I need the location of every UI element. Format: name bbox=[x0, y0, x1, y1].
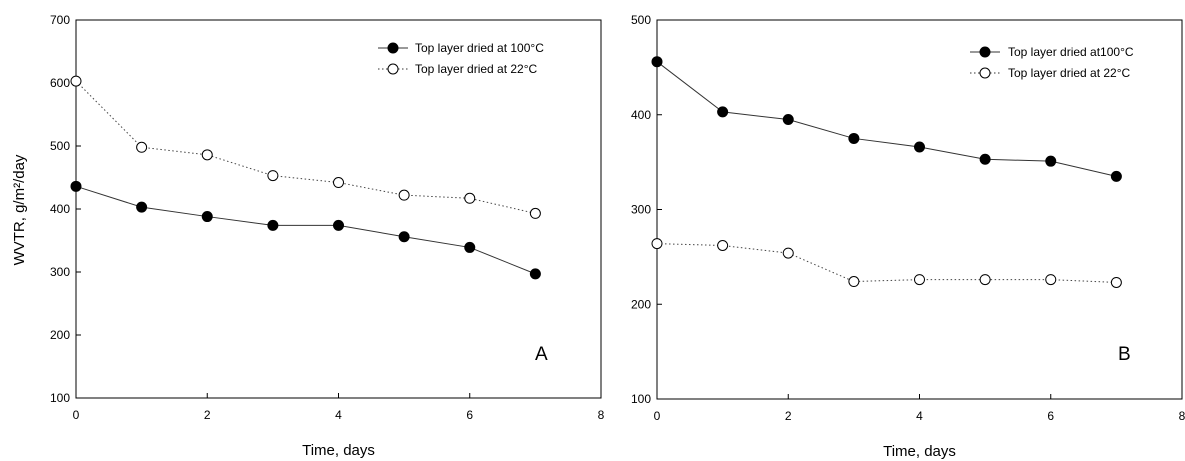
legend-label: Top layer dried at100°C bbox=[1008, 45, 1134, 59]
chart-panel-b: 100 200 300 400 500 0 2 4 6 8 Time, days B Top layer… bbox=[631, 13, 1185, 460]
x-tick-label: 0 bbox=[73, 408, 80, 422]
x-tick-label: 0 bbox=[654, 409, 661, 423]
data-point bbox=[783, 114, 793, 124]
x-axis-label: Time, days bbox=[302, 442, 375, 459]
y-tick-label: 100 bbox=[50, 391, 70, 405]
data-point bbox=[718, 241, 728, 251]
legend-marker bbox=[388, 43, 398, 53]
y-tick-label: 300 bbox=[50, 265, 70, 279]
x-tick-label: 2 bbox=[204, 408, 211, 422]
data-point bbox=[1111, 171, 1121, 181]
x-tick-label: 8 bbox=[598, 408, 605, 422]
data-point bbox=[652, 239, 662, 249]
panel-label: B bbox=[1118, 344, 1131, 365]
legend-marker bbox=[980, 68, 990, 78]
data-point bbox=[980, 154, 990, 164]
data-point bbox=[1046, 156, 1056, 166]
data-point bbox=[399, 232, 409, 242]
data-point bbox=[783, 248, 793, 258]
data-point bbox=[71, 76, 81, 86]
y-tick-label: 100 bbox=[631, 392, 651, 406]
data-point bbox=[399, 190, 409, 200]
y-tick-label: 300 bbox=[631, 203, 651, 217]
data-point bbox=[980, 275, 990, 285]
data-point bbox=[137, 202, 147, 212]
data-point bbox=[202, 150, 212, 160]
y-axis-label: WVTR, g/m²/day bbox=[11, 154, 28, 265]
data-point bbox=[849, 133, 859, 143]
data-point bbox=[718, 107, 728, 117]
legend-label: Top layer dried at 22°C bbox=[415, 62, 538, 76]
chart-panel-a: 100 200 300 400 500 600 700 0 2 4 6 8 Time, days WVTR… bbox=[11, 13, 605, 459]
data-point bbox=[1046, 275, 1056, 285]
data-point bbox=[334, 178, 344, 188]
legend-label: Top layer dried at 100°C bbox=[415, 41, 544, 55]
y-tick-label: 200 bbox=[50, 328, 70, 342]
data-point bbox=[530, 269, 540, 279]
y-tick-label: 700 bbox=[50, 13, 70, 27]
x-tick-label: 4 bbox=[335, 408, 342, 422]
panel-label: A bbox=[535, 344, 548, 365]
data-point bbox=[915, 142, 925, 152]
y-tick-label: 600 bbox=[50, 76, 70, 90]
data-point bbox=[137, 142, 147, 152]
data-point bbox=[465, 242, 475, 252]
x-tick-label: 4 bbox=[916, 409, 923, 423]
y-tick-label: 200 bbox=[631, 297, 651, 311]
legend-label: Top layer dried at 22°C bbox=[1008, 66, 1131, 80]
x-tick-label: 6 bbox=[1047, 409, 1054, 423]
data-point bbox=[202, 212, 212, 222]
data-point bbox=[530, 208, 540, 218]
data-point bbox=[465, 193, 475, 203]
data-point bbox=[849, 277, 859, 287]
x-axis-label: Time, days bbox=[883, 443, 956, 460]
x-tick-label: 8 bbox=[1179, 409, 1185, 423]
y-tick-label: 500 bbox=[631, 13, 651, 27]
y-tick-label: 500 bbox=[50, 139, 70, 153]
data-point bbox=[268, 171, 278, 181]
data-point bbox=[71, 181, 81, 191]
x-tick-label: 2 bbox=[785, 409, 792, 423]
y-tick-label: 400 bbox=[631, 108, 651, 122]
data-point bbox=[652, 57, 662, 67]
legend-marker bbox=[388, 64, 398, 74]
legend-marker bbox=[980, 47, 990, 57]
x-tick-label: 6 bbox=[466, 408, 473, 422]
data-point bbox=[334, 220, 344, 230]
data-point bbox=[268, 220, 278, 230]
y-tick-label: 400 bbox=[50, 202, 70, 216]
data-point bbox=[915, 275, 925, 285]
data-point bbox=[1111, 277, 1121, 287]
